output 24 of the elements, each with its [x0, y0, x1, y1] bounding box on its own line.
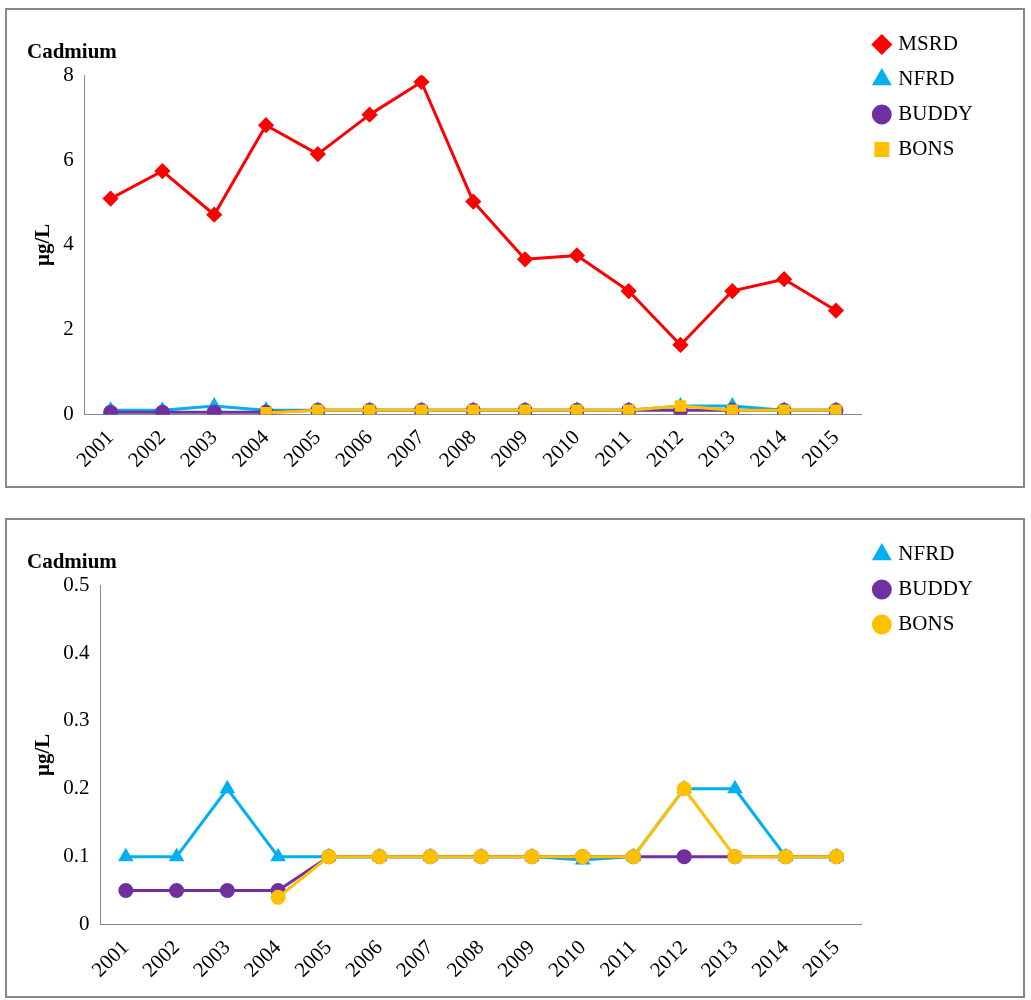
chart-title: Cadmium	[27, 549, 118, 574]
y-tick-label: 0.5	[63, 571, 90, 596]
y-tick-label: 4	[63, 231, 75, 256]
legend-label: NFRD	[898, 541, 955, 566]
y-tick-label: 0.4	[63, 639, 90, 664]
y-axis-title: µg/L	[30, 733, 55, 777]
y-tick-label: 0.3	[63, 707, 90, 732]
legend-label: MSRD	[898, 31, 958, 56]
legend-label: BONS	[898, 136, 955, 161]
y-tick-label: 2	[63, 316, 74, 341]
y-tick-label: 0	[63, 401, 74, 425]
y-tick-label: 6	[63, 146, 74, 171]
y-tick-label: 0	[78, 911, 90, 935]
y-tick-label: 0.1	[63, 843, 90, 868]
chart-title: Cadmium	[27, 39, 118, 64]
legend-label: NFRD	[898, 66, 955, 91]
y-axis-title: µg/L	[30, 223, 55, 267]
x-tick-label: 2001	[86, 934, 134, 982]
y-tick-label: 8	[63, 61, 74, 86]
x-tick-label: 2011	[590, 424, 637, 471]
y-tick-label: 0.2	[63, 775, 90, 800]
legend-label: BUDDY	[898, 576, 973, 601]
legend-label: BUDDY	[898, 101, 973, 126]
legend-label: BONS	[898, 611, 955, 636]
